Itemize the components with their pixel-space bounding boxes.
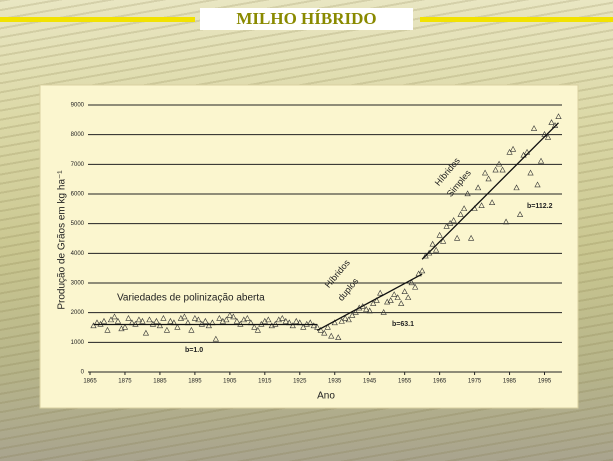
x-axis-label: Ano [317, 391, 335, 402]
trend-label: b=63.1 [392, 321, 414, 328]
x-tick-label: 1865 [83, 379, 97, 385]
y-tick-label: 4000 [71, 251, 85, 257]
x-tick-label: 1885 [153, 379, 167, 385]
x-tick-label: 1975 [468, 379, 482, 385]
x-tick-label: 1965 [433, 379, 447, 385]
x-tick-label: 1925 [293, 379, 307, 385]
trend-label: b=1.0 [185, 347, 203, 354]
chart-panel [40, 85, 578, 408]
trend-label: b=112.2 [527, 203, 553, 210]
x-tick-label: 1995 [538, 379, 552, 385]
y-tick-label: 6000 [71, 192, 85, 198]
x-tick-label: 1935 [328, 379, 342, 385]
y-tick-label: 8000 [71, 132, 85, 138]
x-tick-label: 1955 [398, 379, 412, 385]
x-tick-label: 1905 [223, 379, 237, 385]
x-tick-label: 1985 [503, 379, 517, 385]
y-tick-label: 7000 [71, 162, 85, 168]
y-tick-label: 1000 [71, 340, 85, 346]
x-tick-label: 1875 [118, 379, 132, 385]
y-tick-label: 3000 [71, 281, 85, 287]
slide: MILHO HÍBRIDO 01000200030004000500060007… [0, 0, 613, 461]
y-tick-label: 5000 [71, 221, 85, 227]
chart: 0100020003000400050006000700080009000186… [0, 0, 613, 461]
y-tick-label: 2000 [71, 310, 85, 316]
y-axis-label: Produção de Grãos em kg ha⁻¹ [57, 170, 68, 310]
x-tick-label: 1915 [258, 379, 272, 385]
x-tick-label: 1945 [363, 379, 377, 385]
y-tick-label: 9000 [71, 103, 85, 109]
annotation: Variedades de polinização aberta [117, 293, 265, 304]
x-tick-label: 1895 [188, 379, 202, 385]
